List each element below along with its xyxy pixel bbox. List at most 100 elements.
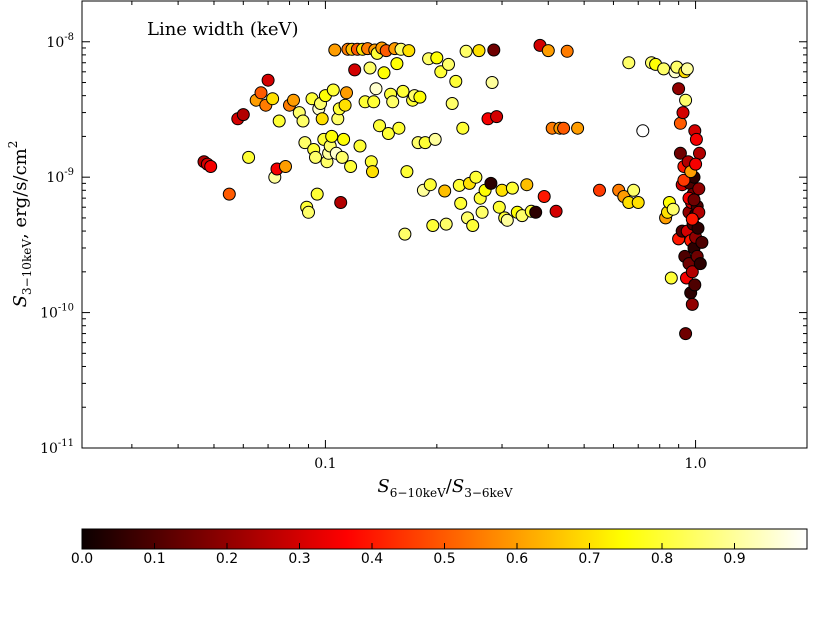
data-point xyxy=(369,82,383,96)
data-point xyxy=(689,132,703,146)
colorbar-tick-label: 0.2 xyxy=(216,551,238,567)
y-axis-label-sub: 3−10keV xyxy=(20,239,34,295)
data-point xyxy=(426,219,440,232)
data-point xyxy=(272,114,286,128)
data-point xyxy=(335,150,349,164)
data-point xyxy=(340,86,353,100)
data-point xyxy=(254,86,268,100)
data-point xyxy=(386,95,400,109)
data-point xyxy=(679,327,693,341)
y-tick-label: 10-8 xyxy=(46,32,74,51)
colorbar-tick-label: 0.4 xyxy=(361,551,383,567)
data-point xyxy=(688,278,702,292)
data-point xyxy=(666,202,680,216)
data-point xyxy=(423,178,437,192)
y-tick-exp: -11 xyxy=(58,438,74,449)
data-point xyxy=(390,57,404,71)
y-tick-exp: -10 xyxy=(58,303,74,314)
plot-frame xyxy=(81,0,808,449)
data-point xyxy=(487,43,501,57)
data-point xyxy=(438,184,452,198)
data-point xyxy=(687,193,701,207)
data-point xyxy=(593,183,606,197)
data-point xyxy=(631,196,645,209)
data-point xyxy=(413,90,427,104)
y-tick-base: 10 xyxy=(46,170,64,186)
data-point xyxy=(402,44,416,58)
x-axis-label-sub2: 3−6keV xyxy=(464,486,513,500)
data-point xyxy=(495,183,509,197)
data-point xyxy=(279,160,292,173)
data-point xyxy=(469,170,483,184)
data-point xyxy=(676,106,690,120)
colorbar-tick-label: 0.5 xyxy=(433,551,455,567)
data-point xyxy=(685,297,699,311)
data-point xyxy=(685,212,699,226)
data-point xyxy=(363,61,377,75)
colorbar-tick-label: 0.7 xyxy=(578,551,600,567)
data-point xyxy=(636,124,650,138)
data-point xyxy=(475,205,489,219)
y-axis-label-base: S xyxy=(10,295,31,307)
data-point xyxy=(325,129,339,143)
data-point xyxy=(381,127,395,140)
y-axis-label: S3−10keV, erg/s/cm2 xyxy=(6,141,34,308)
data-point xyxy=(373,119,386,133)
data-point xyxy=(541,44,555,58)
x-axis-label-base: S xyxy=(377,476,389,497)
data-point xyxy=(430,51,444,65)
data-point xyxy=(366,165,379,179)
data-point xyxy=(693,257,707,271)
colorbar-tick-label: 0.1 xyxy=(143,551,165,567)
data-point xyxy=(685,265,699,279)
data-point xyxy=(492,200,506,214)
data-point xyxy=(428,132,442,146)
data-point xyxy=(439,217,453,231)
colorbar-tick-label: 0.6 xyxy=(506,551,528,567)
y-tick-label: 10-11 xyxy=(40,438,74,457)
data-point xyxy=(396,84,410,98)
data-point xyxy=(689,157,703,171)
data-point xyxy=(442,57,455,71)
data-point xyxy=(692,182,706,196)
data-point xyxy=(338,98,352,112)
y-tick-base: 10 xyxy=(46,35,64,51)
y-axis-label-sup: 2 xyxy=(6,141,20,149)
data-point xyxy=(627,183,641,197)
data-point xyxy=(445,97,459,110)
data-point xyxy=(657,62,671,76)
x-tick-label: 0.1 xyxy=(314,456,336,472)
data-point xyxy=(367,95,381,109)
data-point xyxy=(560,44,574,58)
data-point xyxy=(484,176,498,190)
data-points xyxy=(197,38,709,341)
data-point xyxy=(334,196,348,209)
x-tick-label: 1.0 xyxy=(684,456,706,472)
x-axis-label: S6−10keV/S3−6keV xyxy=(377,476,512,500)
y-tick-exp: -9 xyxy=(64,167,74,178)
data-point xyxy=(456,121,470,135)
data-point xyxy=(664,271,678,285)
data-point xyxy=(529,205,543,219)
data-point xyxy=(236,108,250,122)
data-point xyxy=(459,44,473,58)
data-point xyxy=(622,56,636,70)
data-point xyxy=(266,92,280,106)
data-point xyxy=(400,165,414,179)
data-point xyxy=(537,190,551,203)
data-point xyxy=(204,160,218,173)
data-point xyxy=(392,121,406,135)
data-point xyxy=(344,160,358,173)
data-point xyxy=(315,112,329,126)
data-point xyxy=(672,82,686,96)
data-point xyxy=(673,146,687,160)
data-point xyxy=(449,74,463,88)
data-point xyxy=(242,150,256,164)
data-point xyxy=(377,66,391,80)
data-point xyxy=(505,181,519,195)
data-point xyxy=(673,116,687,130)
y-axis-label-unit: , erg/s/cm xyxy=(10,148,31,239)
x-axis-label-base2: S xyxy=(452,476,464,497)
